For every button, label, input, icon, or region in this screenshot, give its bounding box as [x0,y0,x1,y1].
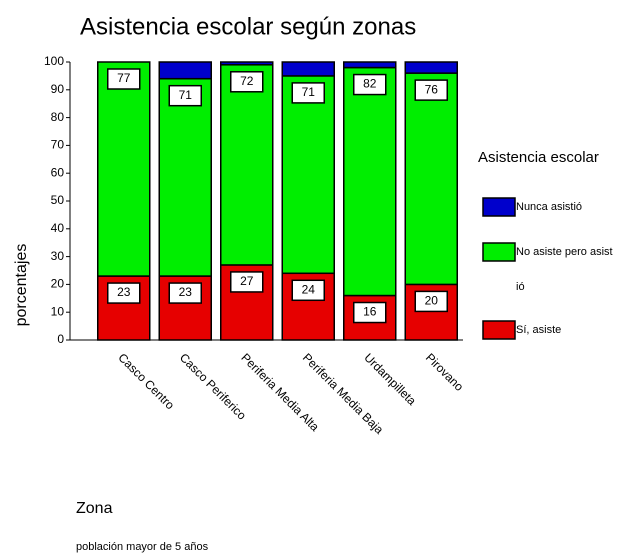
bar-segment [97,61,151,277]
y-tick-label: 20 [51,277,65,291]
data-label-box [291,82,325,104]
data-label-box [353,301,387,324]
legend-swatch [482,197,516,217]
y-tick-label: 50 [51,193,65,207]
y-tick-label: 60 [51,165,65,179]
data-label-box [168,84,202,107]
y-tick-label: 10 [51,304,65,318]
data-label: 72 [240,74,254,88]
x-tick-label: Casco Centro [115,350,177,412]
data-label: 16 [363,305,377,319]
bar-segment [343,61,397,69]
data-label: 24 [302,282,316,296]
legend-label: Sí, asiste [516,324,561,336]
y-tick-label: 100 [44,54,64,68]
data-label: 20 [425,294,439,308]
x-tick-label: Casco Periferico [177,350,249,422]
y-tick-label: 90 [51,82,65,96]
y-tick-label: 40 [51,221,65,235]
bar-segment [220,61,274,66]
data-label-box [353,73,387,96]
y-tick-label: 30 [51,249,65,263]
bar-segment [97,275,151,341]
data-label-box [414,290,448,313]
x-axis-label: Zona [76,500,113,517]
data-label: 27 [240,274,254,288]
data-label-box [107,68,141,90]
bar-segment [404,72,458,286]
legend-swatch [482,320,516,340]
data-label-box [168,282,202,304]
data-label: 71 [179,88,193,102]
data-label-box [291,279,325,302]
data-label-box [230,71,264,93]
footnote: población mayor de 5 años [76,541,209,553]
bar-segment [343,66,397,297]
data-label-box [107,282,141,304]
data-label: 76 [425,82,439,96]
data-label-box [230,271,264,293]
bar-segment [281,61,335,77]
data-label: 23 [179,285,193,299]
chart-title: Asistencia escolar según zonas [80,13,416,40]
data-label: 23 [117,285,131,299]
data-label: 82 [363,77,377,91]
data-label: 77 [117,71,131,85]
y-axis-label: porcentajes [13,244,30,327]
bar-segment [158,77,212,277]
legend-label: Nunca asistió [516,201,582,213]
data-label: 71 [302,85,316,99]
bar-segment [404,61,458,74]
bar-segment [281,75,335,275]
y-tick-label: 0 [57,332,64,346]
legend-swatch [482,242,516,262]
bar-segment [158,61,212,80]
x-tick-label: Pirovano [423,350,467,394]
legend-label: No asiste pero asist ió [516,246,613,293]
y-tick-label: 80 [51,110,65,124]
x-tick-label: Urdampilleta [361,350,419,408]
legend-title: Asistencia escolar [478,149,599,166]
data-label-box [414,79,448,101]
bar-segment [220,64,274,266]
y-tick-label: 70 [51,138,65,152]
